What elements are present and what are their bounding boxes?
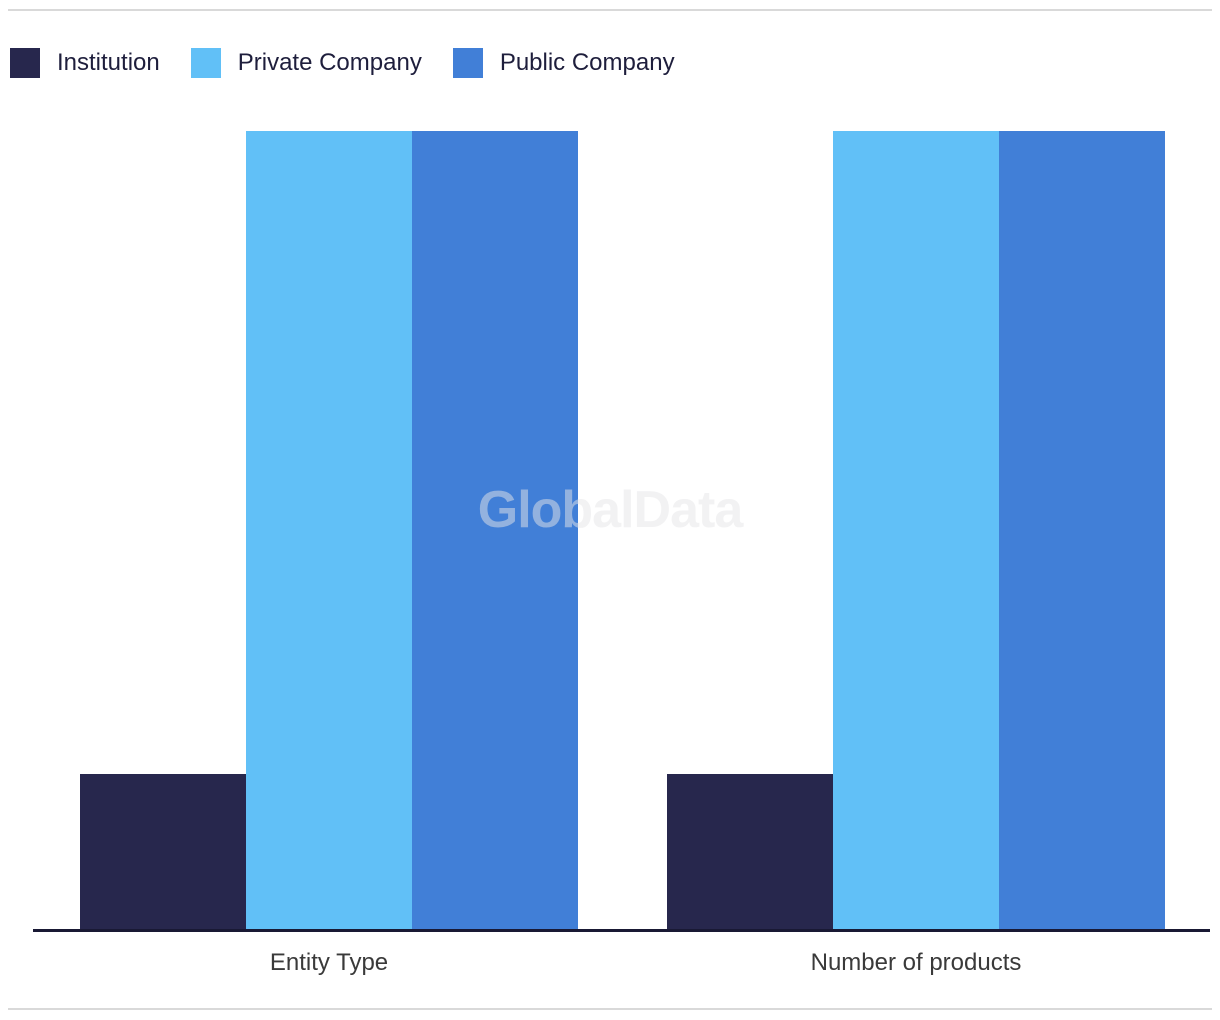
bottom-divider — [8, 1008, 1212, 1010]
bar-group-number-of-products — [667, 131, 1165, 930]
bar-public-company-number-of-products[interactable] — [999, 131, 1165, 930]
legend-item-public-company[interactable]: Public Company — [452, 48, 675, 78]
bar-groups — [80, 131, 1165, 930]
bar-chart-plot: GlobalData — [33, 131, 1210, 932]
legend-item-private-company[interactable]: Private Company — [190, 48, 422, 78]
chart-legend: Institution Private Company Public Company — [10, 48, 675, 78]
legend-item-institution[interactable]: Institution — [10, 48, 160, 78]
bar-institution-number-of-products[interactable] — [667, 774, 833, 930]
legend-swatch-icon — [452, 48, 483, 78]
bar-private-company-entity-type[interactable] — [246, 131, 412, 930]
x-axis-labels: Entity Type Number of products — [0, 946, 1220, 980]
legend-label: Institution — [57, 49, 160, 76]
legend-label: Private Company — [237, 49, 422, 76]
category-label-number-of-products: Number of products — [810, 949, 1022, 976]
bar-public-company-entity-type[interactable] — [412, 131, 578, 930]
category-label-entity-type: Entity Type — [269, 949, 389, 976]
legend-swatch-icon — [10, 48, 40, 78]
bar-group-entity-type — [80, 131, 578, 930]
x-axis-line — [33, 929, 1210, 932]
bar-private-company-number-of-products[interactable] — [833, 131, 999, 930]
legend-label: Public Company — [499, 49, 675, 76]
top-divider — [8, 9, 1212, 11]
bar-institution-entity-type[interactable] — [80, 774, 246, 930]
legend-swatch-icon — [190, 48, 221, 78]
